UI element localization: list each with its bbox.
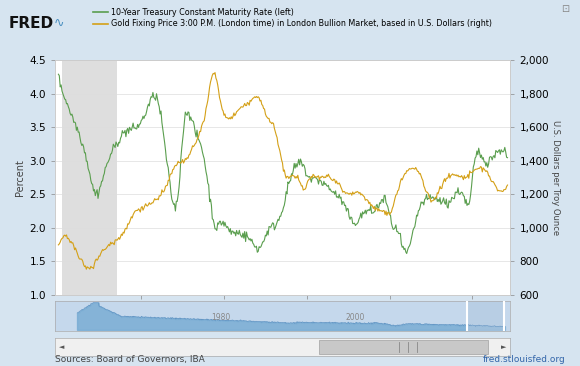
Text: fred.stlouisfed.org: fred.stlouisfed.org: [483, 355, 566, 364]
Text: Sources: Board of Governors, IBA: Sources: Board of Governors, IBA: [55, 355, 205, 364]
FancyBboxPatch shape: [319, 340, 488, 354]
Text: ►: ►: [501, 344, 507, 350]
Text: FRED: FRED: [9, 16, 54, 31]
Text: 2000: 2000: [346, 313, 365, 322]
Text: ∿: ∿: [53, 17, 64, 30]
Bar: [61, 60, 117, 295]
Text: ⊡: ⊡: [561, 4, 570, 14]
Y-axis label: U.S. Dollars per Troy Ounce: U.S. Dollars per Troy Ounce: [551, 120, 560, 235]
Text: 1980: 1980: [212, 313, 231, 322]
Y-axis label: Percent: Percent: [15, 159, 26, 196]
Legend: 10-Year Treasury Constant Maturity Rate (left), Gold Fixing Price 3:00 P.M. (Lon: 10-Year Treasury Constant Maturity Rate …: [90, 5, 495, 31]
Text: ◄: ◄: [59, 344, 64, 350]
Bar: [466, 301, 504, 331]
